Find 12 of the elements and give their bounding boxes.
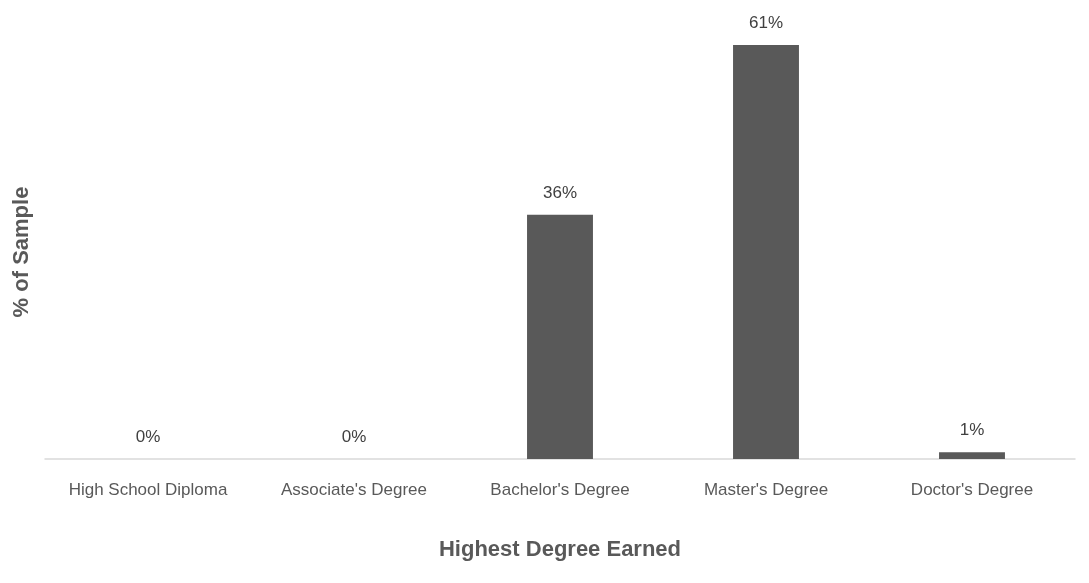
y-axis-title: % of Sample: [7, 186, 33, 318]
x-tick-label: Master's Degree: [703, 480, 829, 499]
data-label: 61%: [748, 13, 784, 32]
x-tick-label: Bachelor's Degree: [490, 480, 630, 499]
x-tick-label: High School Diploma: [68, 480, 228, 499]
data-label: 0%: [135, 427, 161, 446]
data-label: 0%: [341, 427, 367, 446]
x-axis-title: Highest Degree Earned: [438, 535, 682, 561]
data-label: 1%: [959, 420, 985, 440]
x-tick-label: Associate's Degree: [281, 480, 427, 499]
x-tick-label: Doctor's Degree: [910, 480, 1034, 499]
data-label: 36%: [542, 182, 578, 202]
